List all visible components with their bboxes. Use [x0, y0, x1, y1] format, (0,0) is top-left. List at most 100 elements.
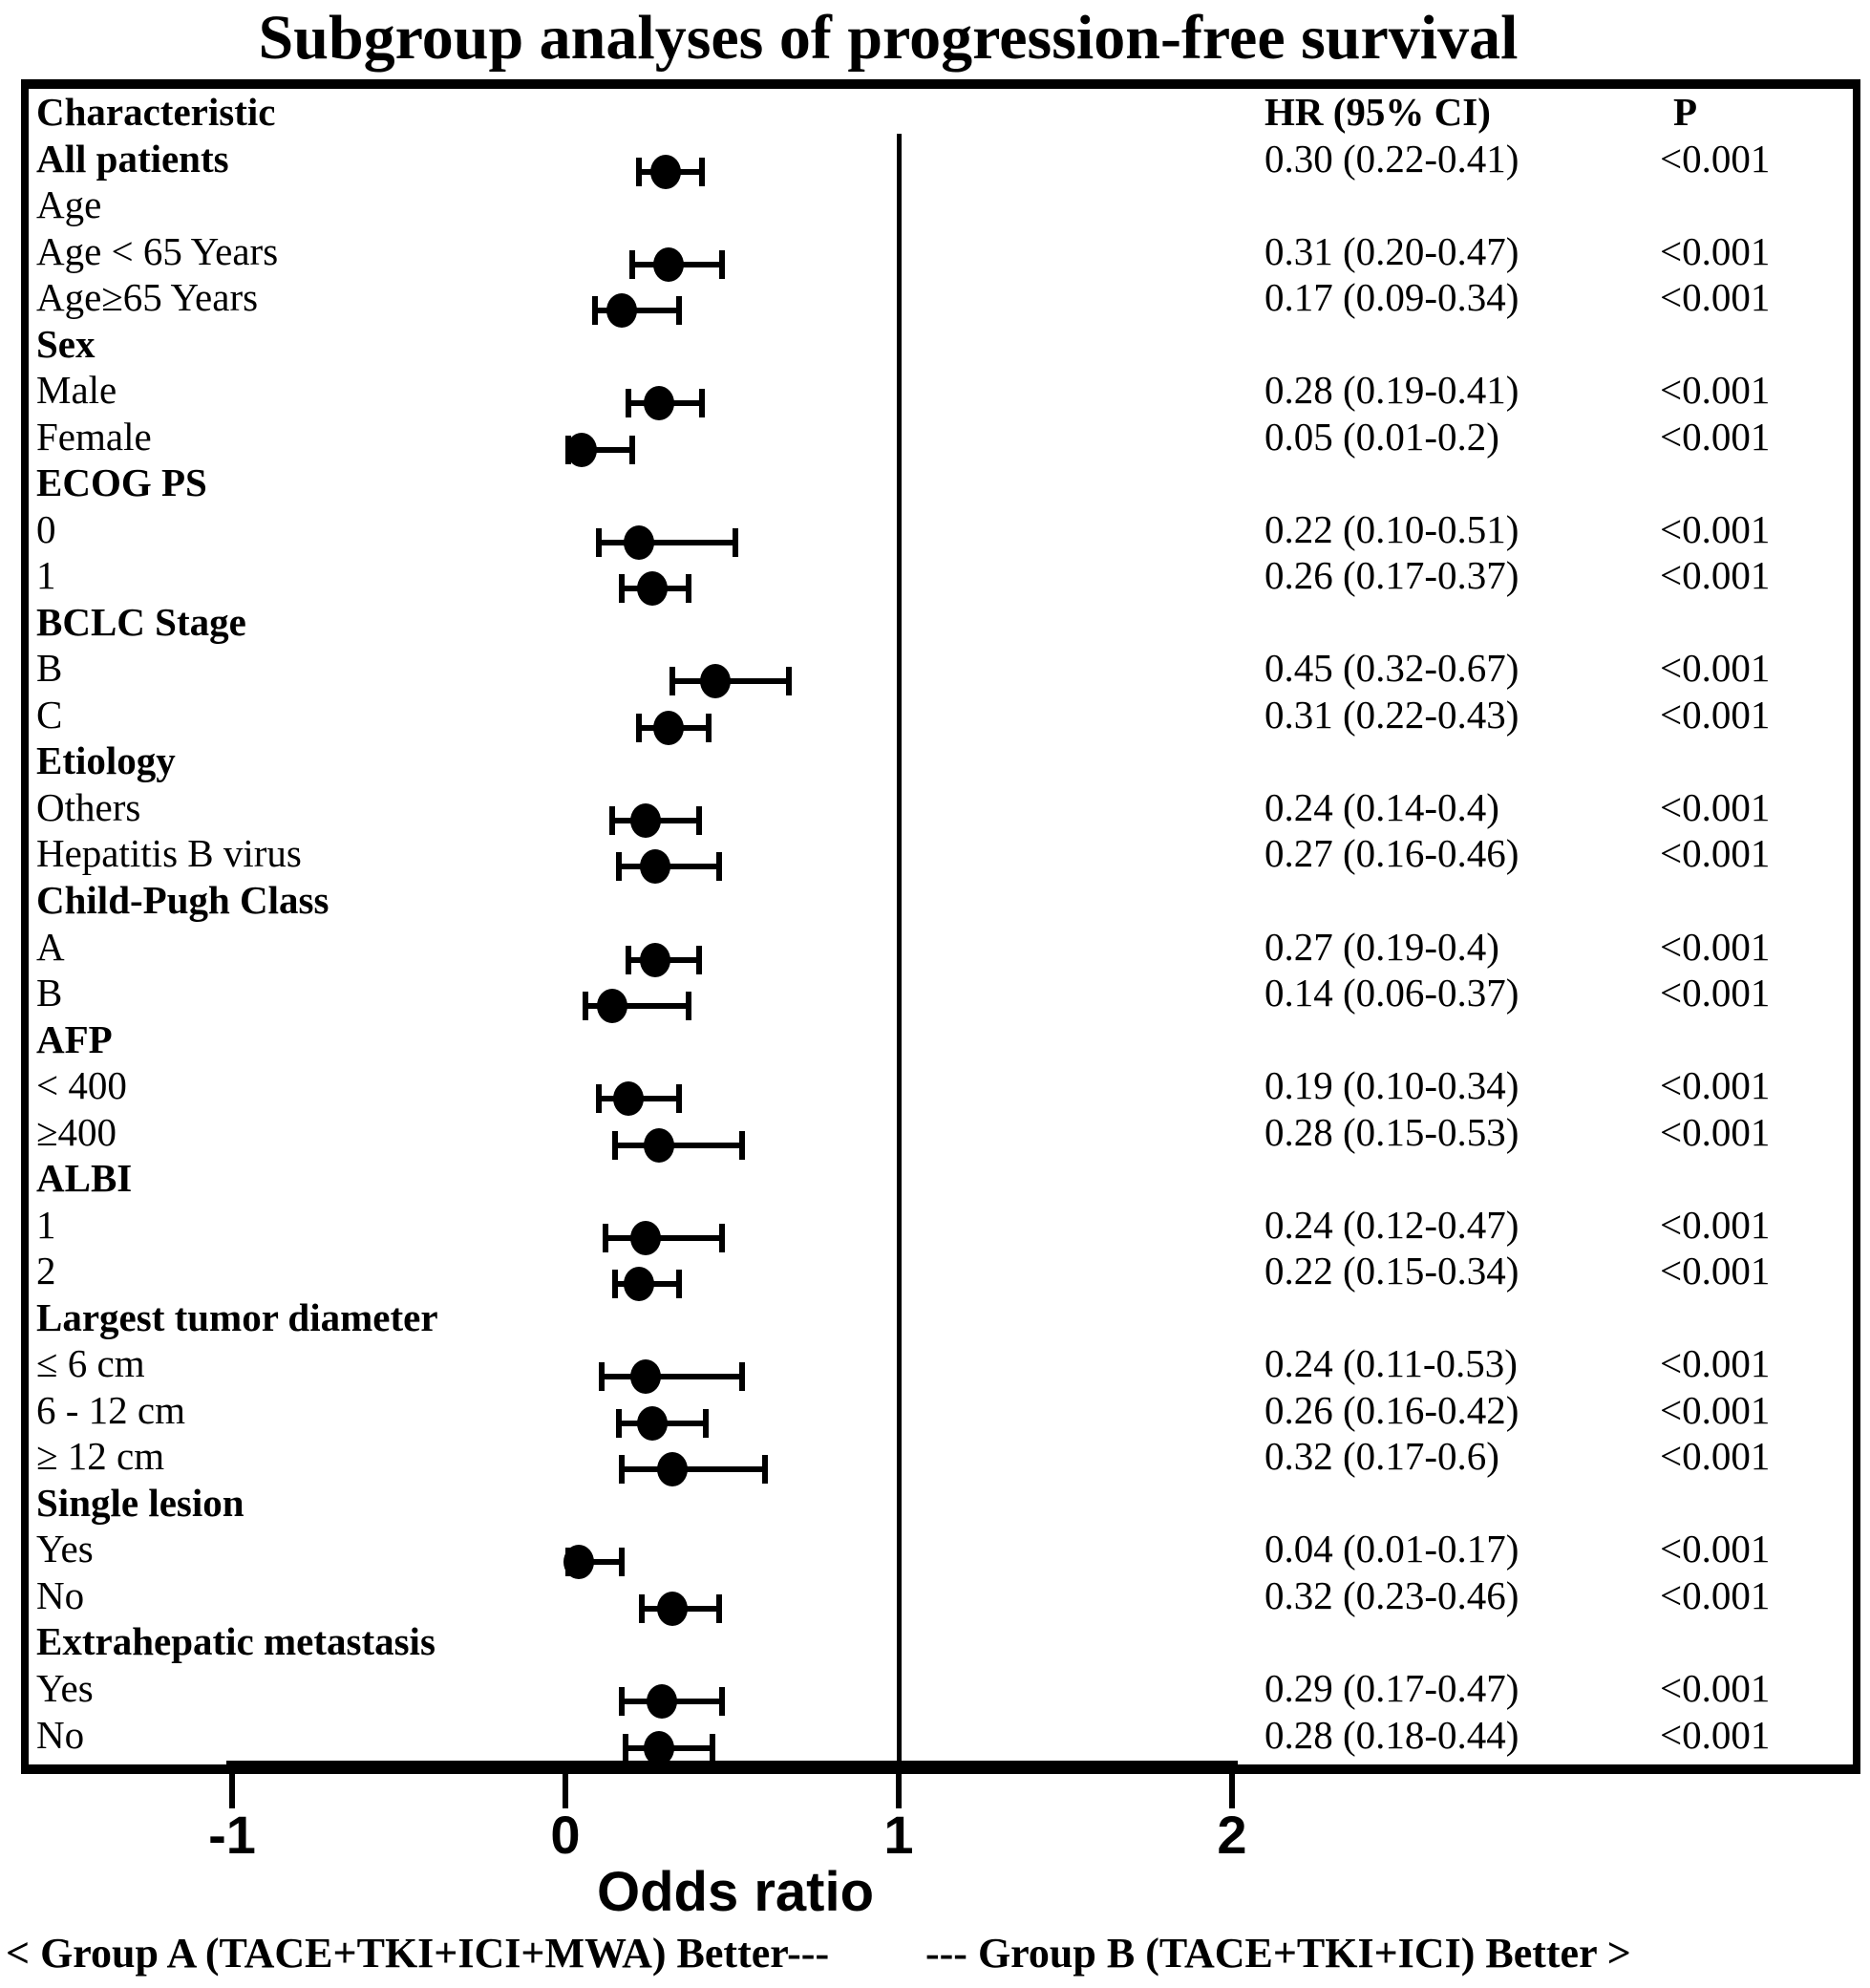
forest-row: Female 0.05 (0.01-0.2) <0.001 [29, 414, 1853, 467]
row-label: 0 [36, 506, 56, 551]
ci-cap-upper [719, 1223, 726, 1252]
forest-row: 0 0.22 (0.10-0.51) <0.001 [29, 506, 1853, 560]
p-value: <0.001 [1660, 414, 1771, 459]
hr-value: 0.27 (0.16-0.46) [1264, 831, 1519, 876]
hr-value: 0.32 (0.17-0.6) [1264, 1434, 1499, 1479]
ci-cap-lower [595, 1084, 602, 1114]
forest-row: A 0.27 (0.19-0.4) <0.001 [29, 924, 1853, 977]
hr-value: 0.29 (0.17-0.47) [1264, 1666, 1519, 1711]
forest-row: < 400 0.19 (0.10-0.34) <0.001 [29, 1062, 1853, 1117]
row-label: AFP [36, 1016, 113, 1061]
x-tick-label: 1 [883, 1805, 914, 1865]
row-label: Age [36, 182, 102, 227]
ci-whisker [615, 1142, 742, 1148]
group-header-row: ALBI [29, 1155, 1853, 1202]
group-header-row: Extrahepatic metastasis [29, 1618, 1853, 1665]
point-estimate-marker [653, 246, 685, 282]
x-tick-mark [1229, 1774, 1235, 1808]
ci-cap-lower [608, 805, 615, 835]
p-value: <0.001 [1660, 924, 1771, 969]
point-estimate-marker [606, 293, 638, 329]
row-label: Child-Pugh Class [36, 878, 329, 922]
point-estimate-marker [649, 154, 681, 189]
p-value: <0.001 [1660, 692, 1771, 737]
row-label: 1 [36, 1202, 56, 1247]
row-label: ALBI [36, 1156, 133, 1201]
ci-cap-upper [738, 1362, 745, 1392]
p-value: <0.001 [1660, 368, 1771, 413]
ci-cap-upper [709, 1733, 715, 1763]
row-label: Others [36, 784, 141, 829]
row-label: No [36, 1572, 85, 1617]
row-label: Yes [36, 1666, 94, 1711]
x-axis-title: Odds ratio [596, 1861, 875, 1923]
group-header-row: Child-Pugh Class [29, 877, 1853, 924]
ci-whisker [595, 308, 679, 314]
hr-value: 0.26 (0.17-0.37) [1264, 553, 1519, 598]
forest-row: No 0.28 (0.18-0.44) <0.001 [29, 1712, 1853, 1765]
point-estimate-marker [629, 802, 661, 838]
ci-whisker [568, 1559, 623, 1566]
ci-cap-upper [686, 574, 692, 604]
p-value: <0.001 [1660, 1666, 1771, 1711]
direction-label-group-b: --- Group B (TACE+TKI+ICI) Better > [925, 1930, 1631, 1977]
row-label: Etiology [36, 738, 176, 783]
ci-cap-lower [615, 1408, 622, 1438]
hr-value: 0.24 (0.12-0.47) [1264, 1202, 1519, 1247]
ci-cap-upper [699, 157, 706, 186]
point-estimate-marker [636, 571, 668, 607]
row-label: ≥400 [36, 1109, 117, 1154]
ci-whisker [602, 1374, 742, 1380]
row-label: ECOG PS [36, 460, 207, 505]
point-estimate-marker [647, 1684, 678, 1720]
ci-cap-upper [675, 1084, 682, 1114]
p-value: <0.001 [1660, 1341, 1771, 1386]
row-label: ≤ 6 cm [36, 1341, 145, 1386]
ci-cap-lower [602, 1223, 608, 1252]
forest-row: 1 0.26 (0.17-0.37) <0.001 [29, 552, 1853, 607]
row-label: All patients [36, 136, 229, 181]
point-estimate-marker [629, 1220, 661, 1255]
hr-value: 0.31 (0.22-0.43) [1264, 692, 1519, 737]
p-value: <0.001 [1660, 831, 1771, 876]
row-label: A [36, 924, 65, 969]
point-estimate-marker [623, 524, 654, 560]
forest-row: B 0.45 (0.32-0.67) <0.001 [29, 645, 1853, 699]
ci-cap-lower [599, 1362, 606, 1392]
ci-cap-upper [695, 945, 702, 974]
hr-value: 0.14 (0.06-0.37) [1264, 971, 1519, 1015]
row-label: 1 [36, 553, 56, 598]
point-estimate-marker [636, 1405, 668, 1441]
group-header-row: AFP [29, 1016, 1853, 1063]
forest-row: Yes 0.29 (0.17-0.47) <0.001 [29, 1665, 1853, 1720]
forest-row: Age≥65 Years 0.17 (0.09-0.34) <0.001 [29, 274, 1853, 329]
ci-cap-upper [719, 1687, 726, 1717]
hr-value: 0.28 (0.15-0.53) [1264, 1109, 1519, 1154]
ci-cap-lower [595, 527, 602, 557]
ci-cap-upper [785, 667, 792, 696]
hr-column-header: HR (95% CI) [1264, 90, 1491, 134]
x-axis-line [226, 1761, 1238, 1774]
p-value: <0.001 [1660, 784, 1771, 829]
ci-cap-lower [612, 1270, 619, 1299]
row-label: 2 [36, 1249, 56, 1293]
row-label: Yes [36, 1527, 94, 1571]
p-value: <0.001 [1660, 1572, 1771, 1617]
forest-row: ≥ 12 cm 0.32 (0.17-0.6) <0.001 [29, 1433, 1853, 1487]
row-label: Age≥65 Years [36, 275, 259, 320]
row-label: BCLC Stage [36, 599, 246, 644]
row-label: 6 - 12 cm [36, 1387, 185, 1432]
row-label: C [36, 692, 63, 737]
ci-cap-upper [715, 852, 722, 882]
group-header-row: ECOG PS [29, 460, 1853, 506]
row-label: No [36, 1712, 85, 1757]
forest-row: ≤ 6 cm 0.24 (0.11-0.53) <0.001 [29, 1340, 1853, 1395]
p-value: <0.001 [1660, 1387, 1771, 1432]
point-estimate-marker [656, 1452, 688, 1487]
ci-cap-upper [706, 713, 712, 742]
x-tick-label: -1 [208, 1805, 256, 1865]
forest-row: No 0.32 (0.23-0.46) <0.001 [29, 1572, 1853, 1626]
point-estimate-marker [656, 1591, 688, 1626]
ci-cap-lower [635, 713, 642, 742]
